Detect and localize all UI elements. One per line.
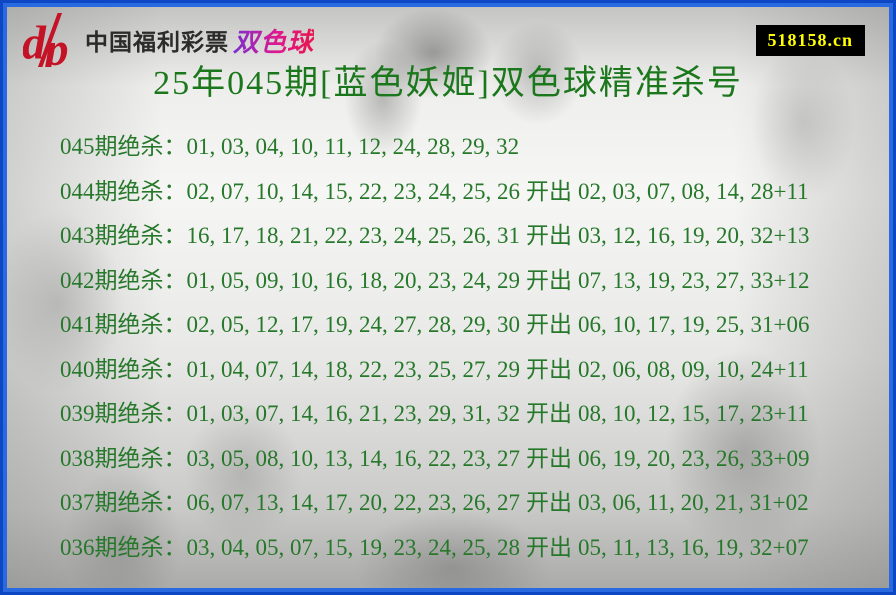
- header: d p 中国福利彩票 双色球 518158.cn: [17, 9, 879, 71]
- row-open-label: 开出: [526, 401, 572, 426]
- row-open-label: 开出: [526, 445, 572, 471]
- row-period-label: 037期绝杀：: [60, 490, 187, 515]
- row-kill-numbers: 01, 03, 07, 14, 16, 21, 23, 29, 31, 32: [186, 401, 521, 426]
- row-kill-numbers: 16, 17, 18, 21, 22, 23, 24, 25, 26, 31: [186, 223, 521, 248]
- kill-row: 036期绝杀：03, 04, 05, 07, 15, 19, 23, 24, 2…: [60, 526, 873, 571]
- row-open-label: 开出: [526, 223, 572, 248]
- row-period-label: 043期绝杀：: [60, 223, 187, 248]
- svg-text:d: d: [23, 17, 47, 67]
- row-open-label: 开出: [526, 178, 572, 204]
- row-drawn-numbers: 08, 10, 12, 15, 17, 23+11: [578, 401, 809, 426]
- row-drawn-numbers: 06, 19, 20, 23, 26, 33+09: [578, 445, 810, 471]
- row-drawn-numbers: 07, 13, 19, 23, 27, 33+12: [578, 267, 810, 293]
- row-open-label: 开出: [526, 534, 572, 560]
- row-period-label: 036期绝杀：: [60, 534, 187, 560]
- brand-text: 中国福利彩票: [85, 29, 229, 55]
- row-open-label: 开出: [526, 356, 572, 382]
- row-open-label: [519, 134, 531, 159]
- row-period-label: 039期绝杀：: [60, 401, 187, 426]
- product-text: 双色球: [233, 22, 314, 59]
- row-drawn-numbers: 02, 03, 07, 08, 14, 28+11: [578, 178, 809, 204]
- row-kill-numbers: 02, 05, 12, 17, 19, 24, 27, 28, 29, 30: [186, 312, 521, 337]
- kill-row: 040期绝杀：01, 04, 07, 14, 18, 22, 23, 25, 2…: [60, 348, 873, 393]
- row-period-label: 038期绝杀：: [60, 445, 187, 471]
- kill-row: 043期绝杀：16, 17, 18, 21, 22, 23, 24, 25, 2…: [60, 214, 873, 259]
- row-period-label: 044期绝杀：: [60, 178, 187, 204]
- row-drawn-numbers: 03, 06, 11, 20, 21, 31+02: [578, 490, 809, 515]
- row-open-label: 开出: [526, 267, 572, 293]
- row-period-label: 045期绝杀：: [60, 134, 187, 159]
- row-kill-numbers: 01, 03, 04, 10, 11, 12, 24, 28, 29, 32: [186, 134, 520, 159]
- kill-row: 037期绝杀：06, 07, 13, 14, 17, 20, 22, 23, 2…: [60, 481, 873, 526]
- kill-row: 044期绝杀：02, 07, 10, 14, 15, 22, 23, 24, 2…: [60, 170, 873, 215]
- row-drawn-numbers: 02, 06, 08, 09, 10, 24+11: [578, 356, 809, 382]
- row-kill-numbers: 03, 04, 05, 07, 15, 19, 23, 24, 25, 28: [186, 534, 521, 560]
- page-title: 25年045期[蓝色妖姬]双色球精准杀号: [153, 65, 743, 102]
- kill-row: 038期绝杀：03, 05, 08, 10, 13, 14, 16, 22, 2…: [60, 437, 873, 482]
- row-drawn-numbers: 05, 11, 13, 16, 19, 32+07: [578, 534, 809, 560]
- row-open-label: 开出: [526, 312, 572, 337]
- kill-row: 042期绝杀：01, 05, 09, 10, 16, 18, 20, 23, 2…: [60, 259, 873, 304]
- kill-number-list: 045期绝杀：01, 03, 04, 10, 11, 12, 24, 28, 2…: [60, 125, 873, 570]
- china-welfare-lottery-logo: d p 中国福利彩票 双色球: [23, 13, 314, 67]
- row-kill-numbers: 01, 04, 07, 14, 18, 22, 23, 25, 27, 29: [186, 356, 521, 382]
- kill-row: 045期绝杀：01, 03, 04, 10, 11, 12, 24, 28, 2…: [60, 125, 873, 170]
- row-kill-numbers: 03, 05, 08, 10, 13, 14, 16, 22, 23, 27: [186, 445, 521, 471]
- row-kill-numbers: 02, 07, 10, 14, 15, 22, 23, 24, 25, 26: [186, 178, 521, 204]
- site-url-badge: 518158.cn: [755, 25, 865, 56]
- row-period-label: 042期绝杀：: [60, 267, 187, 293]
- row-drawn-numbers: 06, 10, 17, 19, 25, 31+06: [578, 312, 810, 337]
- row-kill-numbers: 06, 07, 13, 14, 17, 20, 22, 23, 26, 27: [186, 490, 521, 515]
- row-open-label: 开出: [526, 490, 572, 515]
- row-period-label: 041期绝杀：: [60, 312, 187, 337]
- kill-row: 041期绝杀：02, 05, 12, 17, 19, 24, 27, 28, 2…: [60, 303, 873, 348]
- row-kill-numbers: 01, 05, 09, 10, 16, 18, 20, 23, 24, 29: [186, 267, 521, 293]
- kill-row: 039期绝杀：01, 03, 07, 14, 16, 21, 23, 29, 3…: [60, 392, 873, 437]
- cwl-lottery-icon: d p: [23, 13, 69, 67]
- row-period-label: 040期绝杀：: [60, 356, 187, 382]
- row-drawn-numbers: 03, 12, 16, 19, 20, 32+13: [578, 223, 810, 248]
